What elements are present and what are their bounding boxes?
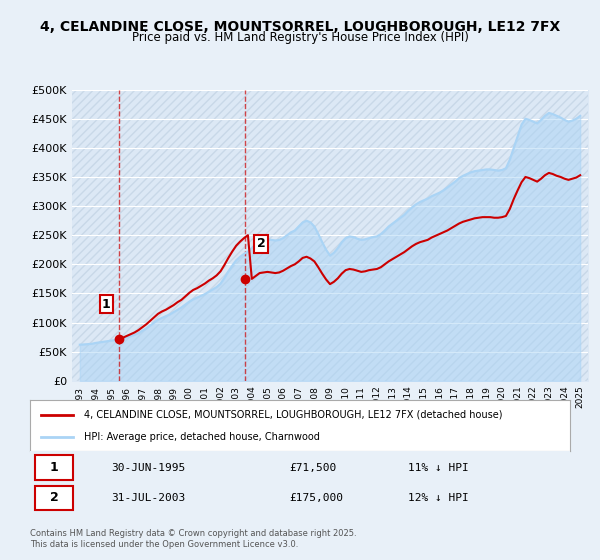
Text: 4, CELANDINE CLOSE, MOUNTSORREL, LOUGHBOROUGH, LE12 7FX: 4, CELANDINE CLOSE, MOUNTSORREL, LOUGHBO… — [40, 20, 560, 34]
Text: 30-JUN-1995: 30-JUN-1995 — [111, 463, 185, 473]
Text: 2: 2 — [257, 237, 265, 250]
Text: 4, CELANDINE CLOSE, MOUNTSORREL, LOUGHBOROUGH, LE12 7FX (detached house): 4, CELANDINE CLOSE, MOUNTSORREL, LOUGHBO… — [84, 409, 503, 419]
Text: 1: 1 — [50, 461, 59, 474]
FancyBboxPatch shape — [35, 455, 73, 480]
Text: Contains HM Land Registry data © Crown copyright and database right 2025.
This d: Contains HM Land Registry data © Crown c… — [30, 529, 356, 549]
Text: Price paid vs. HM Land Registry's House Price Index (HPI): Price paid vs. HM Land Registry's House … — [131, 31, 469, 44]
Text: £71,500: £71,500 — [289, 463, 337, 473]
Text: 31-JUL-2003: 31-JUL-2003 — [111, 493, 185, 503]
Text: 2: 2 — [50, 491, 59, 505]
Text: 1: 1 — [102, 298, 111, 311]
Text: £175,000: £175,000 — [289, 493, 343, 503]
FancyBboxPatch shape — [72, 90, 588, 381]
Text: 11% ↓ HPI: 11% ↓ HPI — [408, 463, 469, 473]
Text: HPI: Average price, detached house, Charnwood: HPI: Average price, detached house, Char… — [84, 432, 320, 442]
Text: 12% ↓ HPI: 12% ↓ HPI — [408, 493, 469, 503]
FancyBboxPatch shape — [35, 486, 73, 510]
